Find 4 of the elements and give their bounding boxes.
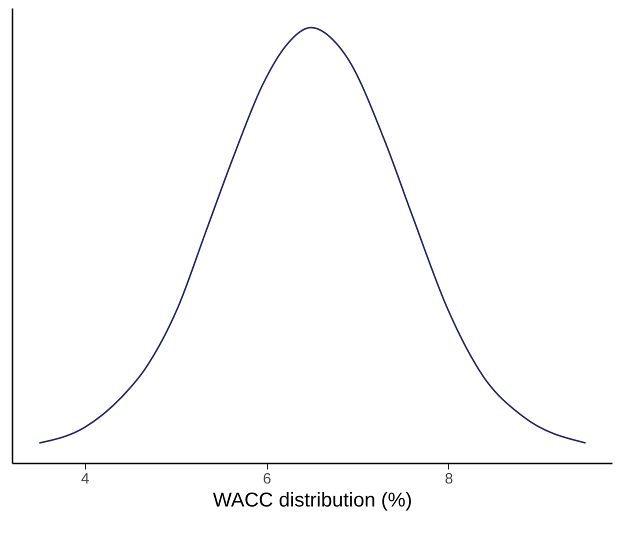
x-tick-label: 6 xyxy=(262,470,272,488)
x-tick-label: 4 xyxy=(81,470,90,488)
x-axis-title: WACC distribution (%) xyxy=(212,490,412,512)
x-tick-label: 8 xyxy=(444,470,454,488)
